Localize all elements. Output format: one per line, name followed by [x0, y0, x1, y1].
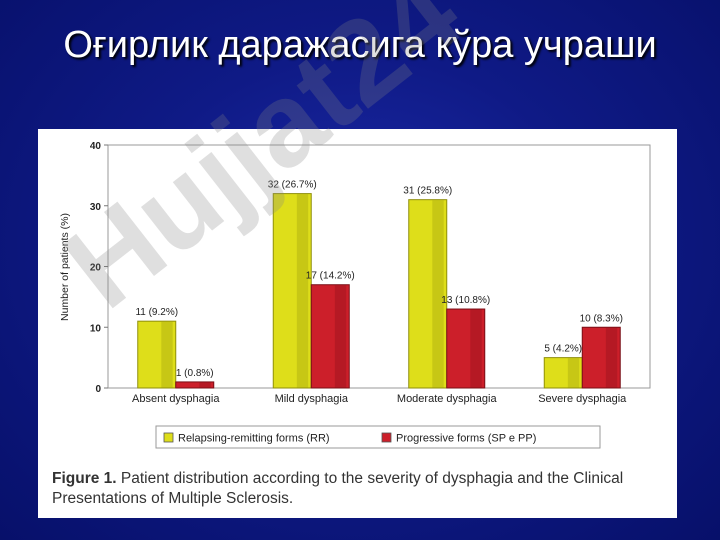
- bar-data-label: 11 (9.2%): [135, 307, 178, 318]
- bar: [175, 381, 215, 389]
- bar-data-label: 1 (0.8%): [176, 368, 214, 379]
- x-tick-label: Moderate dysphagia: [397, 393, 498, 405]
- bar-data-label: 13 (10.8%): [441, 295, 490, 306]
- x-tick-label: Severe dysphagia: [538, 393, 627, 405]
- bar-data-label: 31 (25.8%): [403, 186, 452, 197]
- x-tick-label: Absent dysphagia: [132, 393, 220, 405]
- legend-label: Progressive forms (SP e PP): [396, 433, 536, 445]
- x-axis-labels: Absent dysphagia Mild dysphagia Moderate d…: [132, 393, 627, 405]
- y-tick-label: 30: [90, 202, 102, 213]
- bar-shade: [567, 358, 580, 388]
- y-tick-label: 40: [90, 141, 102, 152]
- chart-frame: [107, 144, 651, 389]
- legend: Relapsing-remitting forms (RR) Progressiv…: [155, 425, 601, 449]
- bar-shade: [199, 382, 211, 388]
- caption-text: Patient distribution according to the se…: [52, 470, 624, 507]
- y-tick-label: 20: [90, 263, 102, 274]
- bar-shade: [161, 321, 173, 388]
- figure-panel: Number of patients (%) 0 10 20 30 40 11 (9.2…: [38, 129, 677, 518]
- legend-label: Relapsing-remitting forms (RR): [178, 433, 330, 445]
- bar-shade: [432, 200, 444, 388]
- bar-shade: [470, 309, 482, 388]
- bar-data-label: 10 (8.3%): [580, 313, 623, 324]
- bar-chart: Number of patients (%) 0 10 20 30 40 11 (9.2…: [59, 141, 651, 449]
- figure-caption: Figure 1. Patient distribution according…: [52, 469, 672, 509]
- caption-label: Figure 1.: [52, 470, 117, 487]
- legend-swatch: [381, 432, 392, 443]
- y-axis-label: Number of patients (%): [59, 213, 71, 321]
- bar-shade: [334, 285, 347, 388]
- bar-data-label: 17 (14.2%): [306, 271, 355, 282]
- x-tick-label: Mild dysphagia: [275, 393, 349, 405]
- y-axis-ticks: 0 10 20 30 40: [90, 141, 108, 395]
- bar-data-label: 32 (26.7%): [268, 180, 317, 191]
- bar-data-label: 5 (4.2%): [544, 344, 582, 355]
- legend-swatch: [163, 432, 174, 443]
- y-tick-label: 0: [95, 384, 101, 395]
- bar-shade: [296, 194, 309, 388]
- bars: [137, 193, 621, 389]
- slide-title: Оғирлик даражасига кўра учраши: [63, 24, 657, 66]
- bar-labels: 11 (9.2%) 1 (0.8%) 32 (26.7%) 17 (14.2%) 31 …: [135, 180, 622, 379]
- bar-shade: [605, 327, 618, 388]
- legend-box: [155, 425, 601, 449]
- y-tick-label: 10: [90, 323, 102, 334]
